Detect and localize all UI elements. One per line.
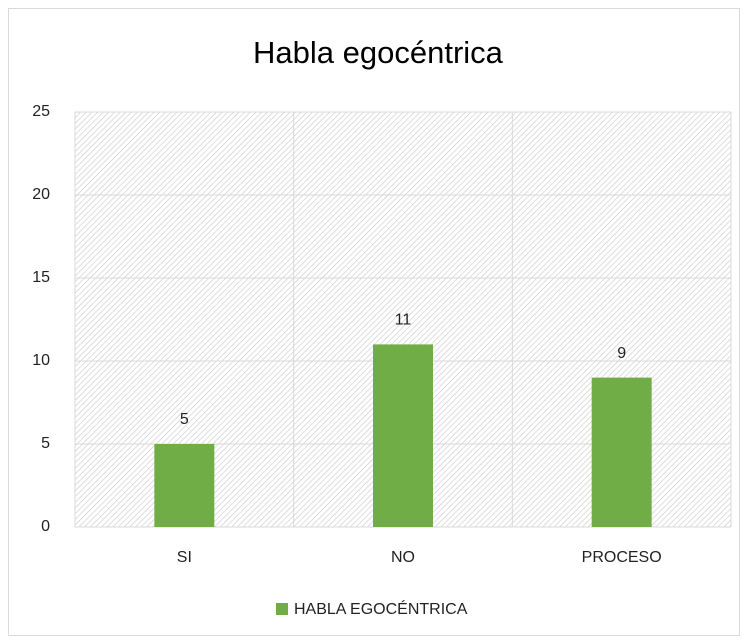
y-tick-label: 5 — [41, 435, 50, 452]
x-tick-label: SI — [177, 549, 192, 566]
y-tick-label: 0 — [41, 518, 50, 535]
y-tick-label: 15 — [32, 269, 50, 286]
x-tick-label: NO — [391, 549, 415, 566]
y-tick-label: 25 — [32, 103, 50, 120]
chart-title: Habla egocéntrica — [253, 35, 504, 70]
bar — [154, 444, 215, 527]
data-label: 9 — [617, 345, 626, 362]
bar — [373, 344, 433, 527]
legend-swatch — [276, 603, 288, 615]
x-tick-label: PROCESO — [582, 549, 662, 566]
data-label: 11 — [395, 312, 412, 329]
bar — [591, 377, 652, 527]
legend-label: HABLA EGOCÉNTRICA — [294, 599, 468, 618]
y-tick-label: 10 — [32, 352, 50, 369]
data-label: 5 — [180, 411, 189, 428]
y-tick-label: 20 — [32, 186, 50, 203]
